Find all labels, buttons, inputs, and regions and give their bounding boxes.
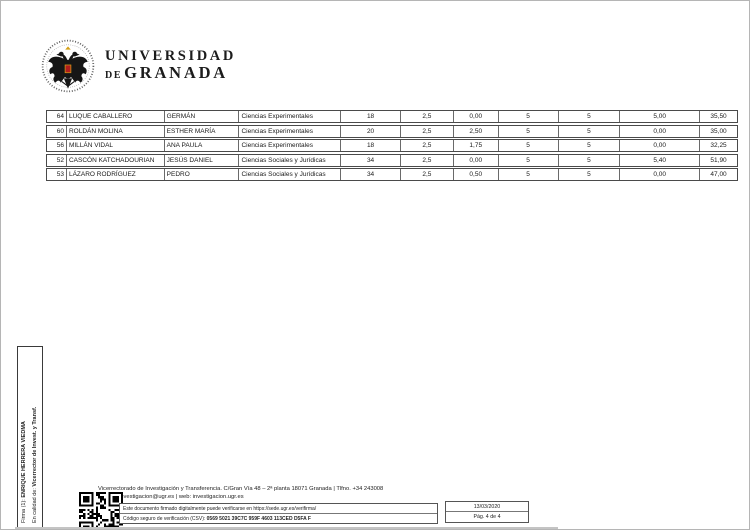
table-cell-branch: Ciencias Experimentales bbox=[239, 111, 342, 122]
table-cell-c10: 5,00 bbox=[620, 111, 701, 122]
table-cell-branch: Ciencias Sociales y Jurídicas bbox=[239, 154, 342, 166]
signature-line1: Firma (1): ENRIQUE HERRERA VIEDMA bbox=[21, 421, 27, 523]
table-cell-name: ESTHER MARÍA bbox=[165, 125, 240, 137]
page-number: Pág. 4 de 4 bbox=[473, 514, 501, 520]
table-cell-c6: 2,5 bbox=[401, 140, 454, 152]
table-cell-c5: 34 bbox=[341, 169, 401, 181]
signature-line2: En calidad de: Vicerrector de Invest. y … bbox=[32, 406, 38, 523]
table-cell-c10: 0,00 bbox=[620, 169, 701, 181]
table-cell-total: 47,00 bbox=[710, 171, 727, 179]
table-cell-c8: 5 bbox=[499, 125, 559, 137]
table-cell-surname: LUQUE CABALLERO bbox=[67, 111, 165, 122]
table-cell-branch: Ciencias Sociales y Jurídicas bbox=[239, 169, 342, 181]
table-cell-c8: 5 bbox=[499, 140, 559, 152]
table-cell-num: 52 bbox=[47, 154, 67, 166]
table-cell-c7: 1,75 bbox=[454, 140, 499, 152]
table-cell-num: 53 bbox=[47, 169, 67, 181]
table-cell-c6: 2,5 bbox=[401, 169, 454, 181]
table-cell-name: JESÚS DANIEL bbox=[165, 154, 240, 166]
table-cell-c6: 2,5 bbox=[401, 111, 454, 122]
table-cell-name: PEDRO bbox=[165, 169, 240, 181]
date-page-box: 13/03/2020 Pág. 4 de 4 bbox=[445, 501, 529, 523]
table-row: 52 CASCÓN KATCHADOURIAN JESÚS DANIEL Cienci… bbox=[46, 153, 738, 167]
table-row: 60 ROLDÁN MOLINA ESTHER MARÍA Ciencias Expe… bbox=[46, 124, 738, 138]
table-cell-c10: 0,00 bbox=[620, 140, 701, 152]
table-cell-c10: 5,40 bbox=[620, 154, 701, 166]
qr-code bbox=[79, 492, 123, 529]
verify-url-line: Este documento firmado digitalmente pued… bbox=[120, 504, 437, 514]
table-cell-c9: 5 bbox=[559, 169, 621, 181]
table-cell-c9: 5 bbox=[559, 154, 621, 166]
table-cell-surname: CASCÓN KATCHADOURIAN bbox=[67, 154, 165, 166]
table-cell-name: ANA PAULA bbox=[165, 140, 240, 152]
table-cell-c8: 5 bbox=[499, 111, 559, 122]
results-table: 64 LUQUE CABALLERO GERMÁN Ciencias Experime… bbox=[46, 110, 738, 183]
table-cell-surname: LÁZARO RODRÍGUEZ bbox=[67, 169, 165, 181]
table-cell-c6: 2,5 bbox=[401, 154, 454, 166]
table-cell-c10: 0,00 bbox=[620, 125, 701, 137]
table-cell-c9: 5 bbox=[559, 125, 621, 137]
table-cell-total: 35,00 bbox=[710, 127, 727, 135]
table-cell-num: 60 bbox=[47, 125, 67, 137]
footer-address-block: Vicerrectorado de Investigación y Transf… bbox=[98, 485, 383, 501]
table-cell-c7: 0,50 bbox=[454, 169, 499, 181]
table-cell-surname: MILLÁN VIDAL bbox=[67, 140, 165, 152]
table-cell-num: 56 bbox=[47, 140, 67, 152]
document-date: 13/03/2020 bbox=[446, 502, 528, 512]
footer-contact: Correo: investigacion@ugr.es | web: inve… bbox=[98, 494, 244, 500]
table-cell-total: 32,25 bbox=[710, 142, 727, 150]
table-row: 53 LÁZARO RODRÍGUEZ PEDRO Ciencias Sociales… bbox=[46, 168, 738, 182]
table-cell-c5: 18 bbox=[341, 111, 401, 122]
table-cell-c8: 5 bbox=[499, 169, 559, 181]
footer-divider bbox=[15, 527, 558, 529]
signature-box: Firma (1): ENRIQUE HERRERA VIEDMA En cal… bbox=[17, 346, 43, 528]
table-cell-branch: Ciencias Experimentales bbox=[239, 140, 342, 152]
table-cell-c5: 18 bbox=[341, 140, 401, 152]
table-cell-c7: 2,50 bbox=[454, 125, 499, 137]
table-cell-c8: 5 bbox=[499, 154, 559, 166]
csv-code: 0569 5021 39C7C 959F 4603 113CED D5FA F bbox=[206, 516, 311, 522]
ugr-logo: UNIVERSIDAD DE GRANADA bbox=[41, 37, 236, 95]
table-cell-c7: 0,00 bbox=[454, 154, 499, 166]
table-cell-c9: 5 bbox=[559, 111, 621, 122]
table-cell-branch: Ciencias Experimentales bbox=[239, 125, 342, 137]
logo-granada: GRANADA bbox=[124, 62, 229, 82]
table-cell-c6: 2,5 bbox=[401, 125, 454, 137]
footer-address: Vicerrectorado de Investigación y Transf… bbox=[98, 486, 384, 492]
table-cell-name: GERMÁN bbox=[165, 111, 240, 122]
logo-line2: DE GRANADA bbox=[105, 64, 236, 84]
ugr-logotype: UNIVERSIDAD DE GRANADA bbox=[105, 47, 236, 84]
table-row: 64 LUQUE CABALLERO GERMÁN Ciencias Experime… bbox=[46, 110, 738, 123]
table-cell-total: 35,50 bbox=[710, 113, 727, 120]
table-cell-total: 51,90 bbox=[710, 156, 727, 164]
logo-line1: UNIVERSIDAD bbox=[105, 47, 236, 64]
table-cell-c5: 34 bbox=[341, 154, 401, 166]
ugr-crest-eagle-icon bbox=[41, 39, 95, 93]
table-cell-num: 64 bbox=[47, 111, 67, 122]
table-cell-surname: ROLDÁN MOLINA bbox=[67, 125, 165, 137]
verify-csv-line: Código seguro de verificación (CSV): 056… bbox=[123, 516, 311, 522]
table-cell-c5: 20 bbox=[341, 125, 401, 137]
logo-de: DE bbox=[105, 69, 123, 81]
table-cell-c7: 0,00 bbox=[454, 111, 499, 122]
table-cell-c9: 5 bbox=[559, 140, 621, 152]
table-row: 56 MILLÁN VIDAL ANA PAULA Ciencias Experime… bbox=[46, 139, 738, 153]
verification-box: Este documento firmado digitalmente pued… bbox=[119, 503, 438, 524]
